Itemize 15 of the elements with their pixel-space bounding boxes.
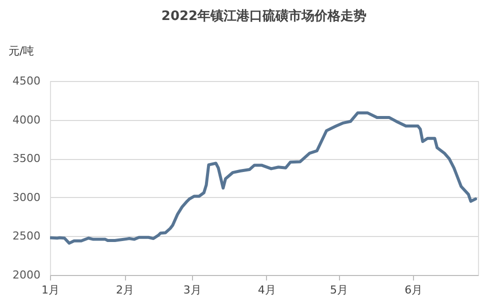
x-tick-label: 4月 (258, 284, 276, 296)
line-series (50, 111, 478, 245)
x-tick-label: 6月 (404, 284, 423, 296)
y-tick-label: 4000 (12, 113, 40, 126)
y-tick-label: 2500 (12, 230, 40, 243)
y-tick-label: 4500 (12, 74, 40, 88)
x-tick-label: 2月 (116, 284, 134, 296)
y-axis-title: 元/吨 (8, 44, 34, 58)
chart-title: 2022年镇江港口硫磺市场价格走势 (161, 8, 367, 24)
x-tick-label: 1月 (42, 284, 60, 296)
y-tick-label: 3000 (12, 190, 40, 204)
x-tick-label: 5月 (330, 284, 348, 296)
x-tick-label: 3月 (183, 284, 202, 296)
y-tick-label: 3500 (12, 152, 40, 166)
y-tick-label: 2000 (12, 268, 40, 282)
